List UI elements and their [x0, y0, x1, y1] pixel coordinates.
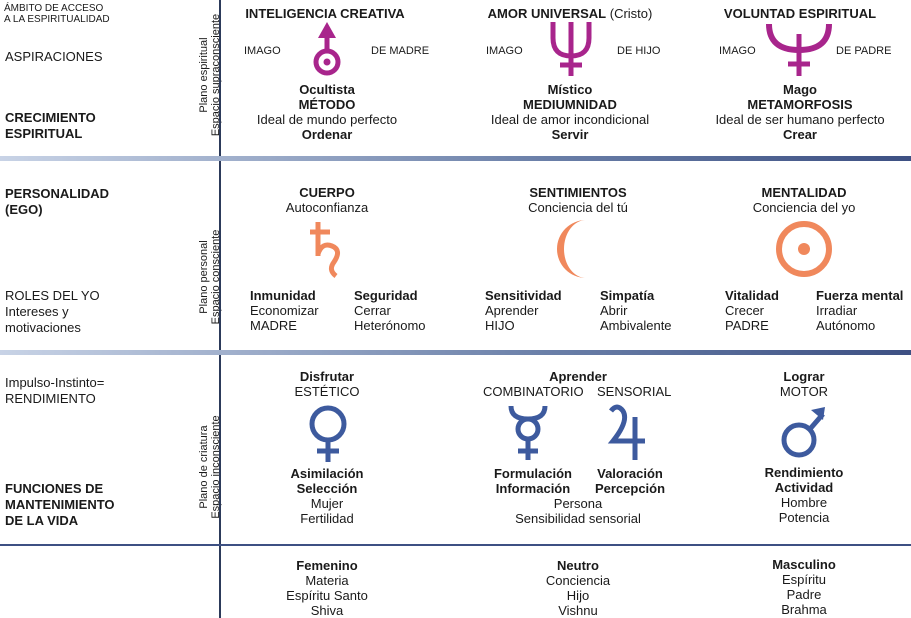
scope-header: ÁMBITO DE ACCESO A LA ESPIRITUALIDAD — [4, 3, 110, 25]
spiritual-col1-left: IMAGO — [244, 45, 281, 57]
saturn-icon — [310, 222, 340, 278]
pluto-icon — [766, 23, 832, 76]
spiritual-col3-right: DE PADRE — [836, 45, 892, 57]
creature-col3-text: Rendimiento Actividad Hombre Potencia — [764, 465, 844, 525]
venus-icon — [309, 405, 347, 462]
personal-col3-header: MENTALIDAD Conciencia del yo — [752, 185, 856, 215]
spiritual-col1-text: Ocultista MÉTODO Ideal de mundo perfecto… — [256, 82, 398, 142]
spiritual-col2-title: AMOR UNIVERSAL (Cristo) — [487, 6, 653, 21]
spiritual-col1-title: INTELIGENCIA CREATIVA — [245, 6, 405, 21]
moon-icon — [556, 220, 586, 278]
label-crecimiento: CRECIMIENTO ESPIRITUAL — [5, 110, 96, 141]
spiritual-col3-title: VOLUNTAD ESPIRITUAL — [723, 6, 877, 21]
personal-col2-header: SENTIMIENTOS Conciencia del tú — [528, 185, 628, 215]
personal-col2-b: Simpatía Abrir Ambivalente — [600, 288, 672, 333]
band-divider-2 — [0, 350, 911, 355]
creature-col1-header: Disfrutar ESTÉTICO — [294, 369, 360, 399]
jupiter-icon — [607, 404, 645, 460]
scope-header-line: A LA ESPIRITUALIDAD — [4, 14, 110, 25]
creature-col1-text: Asimilación Selección Mujer Fertilidad — [290, 466, 364, 526]
creature-col2-a: Formulación Información — [493, 466, 572, 496]
sun-icon — [776, 221, 832, 277]
personal-col2-a: Sensitividad Aprender HIJO — [485, 288, 562, 333]
spiritual-col2-left: IMAGO — [486, 45, 523, 57]
creature-col2-b: Valoración Percepción — [594, 466, 666, 496]
spiritual-col1-right: DE MADRE — [371, 45, 430, 57]
label-roles: ROLES DEL YO Intereses y motivaciones — [5, 288, 100, 335]
creature-col3-header: Lograr MOTOR — [779, 369, 829, 399]
creature-col2-title: Aprender — [549, 369, 607, 384]
personal-col1-a: Inmunidad Economizar MADRE — [250, 288, 319, 333]
band-divider-1 — [0, 156, 911, 161]
creature-col2-sub-b: SENSORIAL — [597, 384, 672, 399]
divider-3 — [0, 544, 911, 546]
creature-col2-sub-a: COMBINATORIO — [483, 384, 584, 399]
personal-col3-a: Vitalidad Crecer PADRE — [725, 288, 779, 333]
spiritual-col2-text: Místico MEDIUMNIDAD Ideal de amor incond… — [490, 82, 650, 142]
personal-col1-header: CUERPO Autoconfianza — [285, 185, 369, 215]
mars-icon — [781, 407, 825, 458]
scope-header-line: ÁMBITO DE ACCESO — [4, 3, 104, 14]
label-funciones: FUNCIONES DE MANTENIMIENTO DE LA VIDA — [5, 481, 115, 528]
label-personalidad: PERSONALIDAD (EGO) — [5, 186, 110, 217]
uranus-icon — [313, 22, 341, 76]
creature-col2-shared: Persona Sensibilidad sensorial — [515, 496, 641, 526]
personal-col1-b: Seguridad Cerrar Heterónomo — [354, 288, 426, 333]
polarity-col2: Neutro Conciencia Hijo Vishnu — [545, 558, 611, 618]
spiritual-col3-text: Mago METAMORFOSIS Ideal de ser humano pe… — [715, 82, 885, 142]
polarity-col1: Femenino Materia Espíritu Santo Shiva — [286, 558, 368, 618]
label-aspiraciones: ASPIRACIONES — [5, 49, 103, 64]
neptune-icon — [550, 22, 592, 76]
vertical-divider — [219, 0, 221, 618]
label-impulso: Impulso-Instinto= RENDIMIENTO — [5, 375, 105, 406]
personal-col3-b: Fuerza mental Irradiar Autónomo — [816, 288, 904, 333]
mercury-icon — [508, 405, 548, 460]
polarity-col3: Masculino Espíritu Padre Brahma — [772, 557, 836, 617]
spiritual-col2-right: DE HIJO — [617, 45, 661, 57]
spiritual-col3-left: IMAGO — [719, 45, 756, 57]
